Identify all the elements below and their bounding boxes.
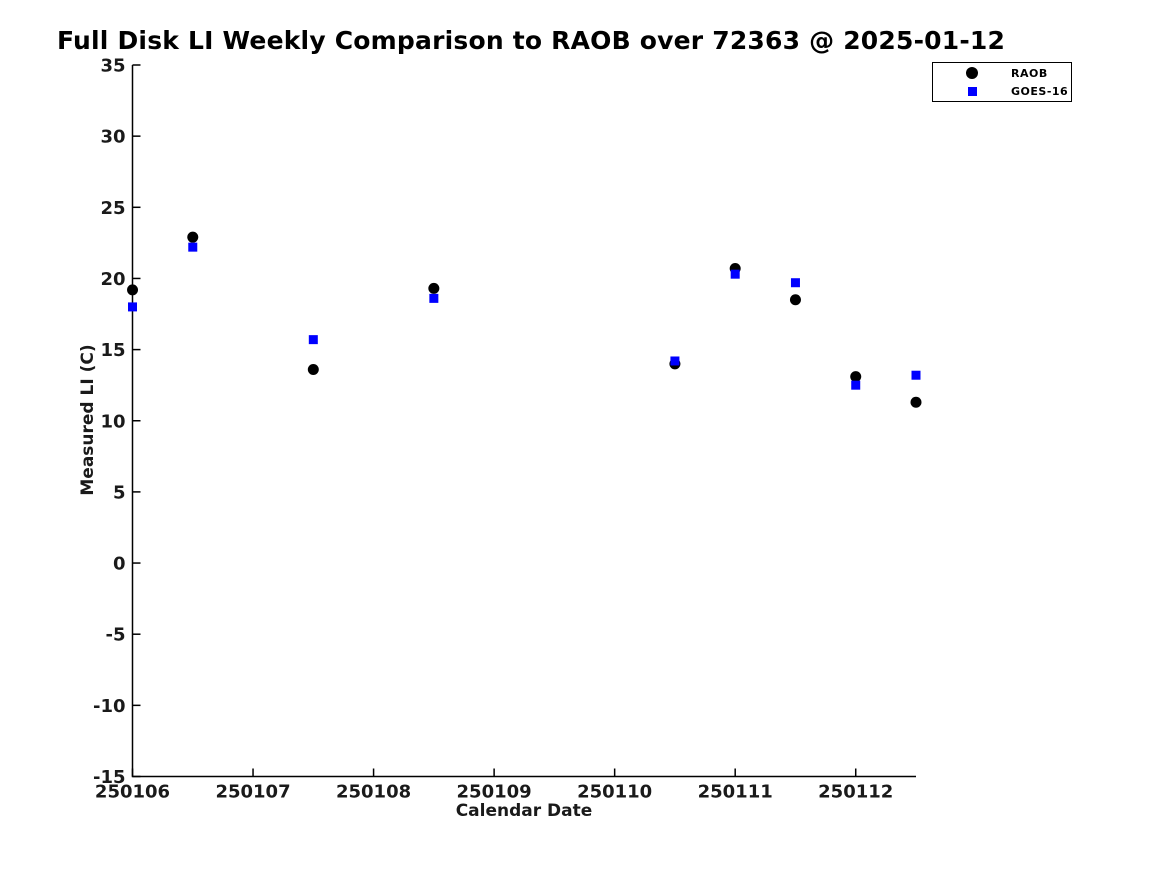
y-tick-label: -5 [106,625,126,646]
raob-point [307,364,319,376]
raob-point [187,231,199,243]
legend-item-goes16: GOES-16 [933,83,1071,100]
legend-item-raob: RAOB [933,65,1071,82]
legend-label-goes16: GOES-16 [1011,84,1069,98]
goes16-point [790,278,800,288]
x-axis-label: Calendar Date [455,801,593,821]
x-tick-label: 250108 [336,782,411,803]
raob-point [910,396,922,408]
y-tick-label: 10 [100,411,125,432]
x-tick-label: 250106 [95,782,170,803]
x-tick-label: 250110 [577,782,652,803]
raob-point [127,284,138,296]
goes16-point [730,269,740,279]
x-tick-label: 250107 [215,782,290,803]
y-tick-label: 5 [113,482,126,503]
goes16-point [188,242,198,252]
goes16-point [429,293,439,303]
y-tick-label: -10 [93,696,126,717]
goes16-point [911,370,921,380]
goes16-point [128,302,137,312]
legend-label-raob: RAOB [1011,66,1048,80]
y-axis-label: Measured LI (C) [78,344,98,496]
y-tick-label: 0 [113,554,126,575]
y-tick-label: 20 [100,269,125,290]
raob-point [789,294,801,306]
y-tick-label: 15 [100,340,125,361]
goes16-square-icon [933,86,1011,96]
y-tick-label: -15 [93,767,126,788]
goes16-point [670,356,680,366]
y-tick-label: 25 [100,198,125,219]
goes16-point [851,380,861,390]
y-tick-label: 35 [100,56,125,77]
x-tick-label: 250111 [698,782,773,803]
raob-circle-icon [933,67,1011,79]
axes-lines [131,65,916,778]
goes16-point [308,335,318,345]
x-tick-label: 250109 [457,782,532,803]
x-tick-label: 250112 [818,782,893,803]
y-tick-label: 30 [100,127,125,148]
raob-point [850,371,862,383]
legend: RAOB GOES-16 [932,62,1072,102]
chart-title: Full Disk LI Weekly Comparison to RAOB o… [57,26,1006,55]
raob-point [428,282,440,294]
